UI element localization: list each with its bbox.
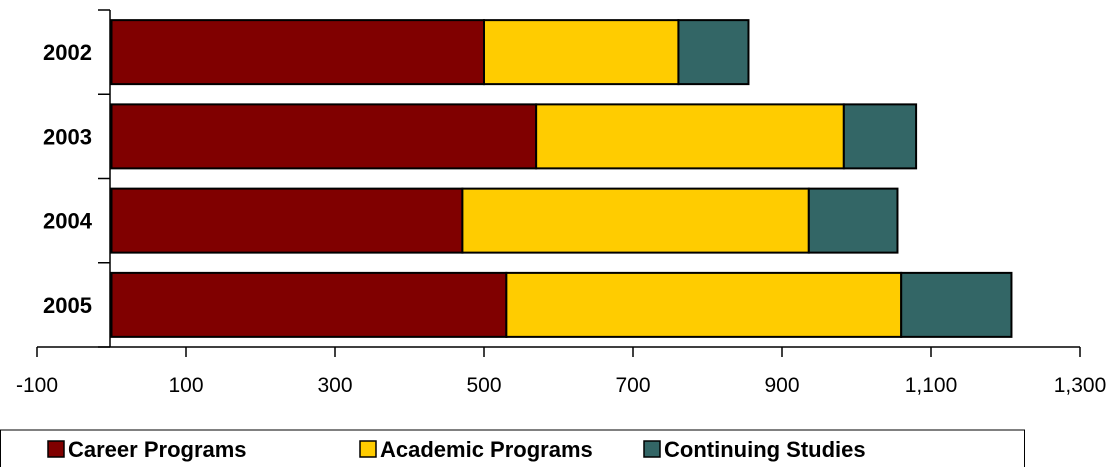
- bar-2004-continuing-studies: [807, 187, 899, 254]
- legend: Career Programs Academic Programs Continui…: [0, 429, 1025, 467]
- category-label: 2003: [43, 124, 92, 149]
- bar-2003-academic-programs: [535, 103, 845, 170]
- legend-box: [0, 429, 1025, 467]
- bar-2002-academic-programs: [483, 19, 680, 86]
- bar-2005-career-programs: [110, 271, 508, 338]
- legend-label: Continuing Studies: [664, 437, 866, 462]
- bar-2005-continuing-studies: [900, 271, 1013, 338]
- legend-swatch: [643, 440, 661, 458]
- bar-2002-continuing-studies: [677, 19, 750, 86]
- x-tick-label: 900: [764, 374, 799, 397]
- bar-2003-career-programs: [110, 103, 538, 170]
- bar-2003-continuing-studies: [842, 103, 918, 170]
- x-tick-label: 1,100: [905, 374, 958, 397]
- bar-2002-career-programs: [110, 19, 485, 86]
- category-label: 2004: [43, 209, 93, 234]
- axes-layer: 2002 2003 2004 2005 -100 100 300 500 700 900 1,100…: [16, 9, 1107, 397]
- x-tick-label: 500: [466, 374, 501, 397]
- bar-2005-academic-programs: [505, 271, 903, 338]
- x-tick-label: 1,300: [1054, 374, 1107, 397]
- category-label: 2005: [43, 293, 92, 318]
- x-tick-label: 300: [317, 374, 352, 397]
- x-tick-label: -100: [16, 374, 58, 397]
- legend-swatch: [47, 440, 65, 458]
- legend-label: Academic Programs: [380, 437, 593, 462]
- x-tick-label: 100: [168, 374, 203, 397]
- legend-swatch: [359, 440, 377, 458]
- legend-label: Career Programs: [68, 437, 247, 462]
- bar-2004-academic-programs: [461, 187, 810, 254]
- bars-layer: [110, 19, 1013, 338]
- bar-2004-career-programs: [110, 187, 464, 254]
- x-tick-label: 700: [615, 374, 650, 397]
- category-label: 2002: [43, 40, 92, 65]
